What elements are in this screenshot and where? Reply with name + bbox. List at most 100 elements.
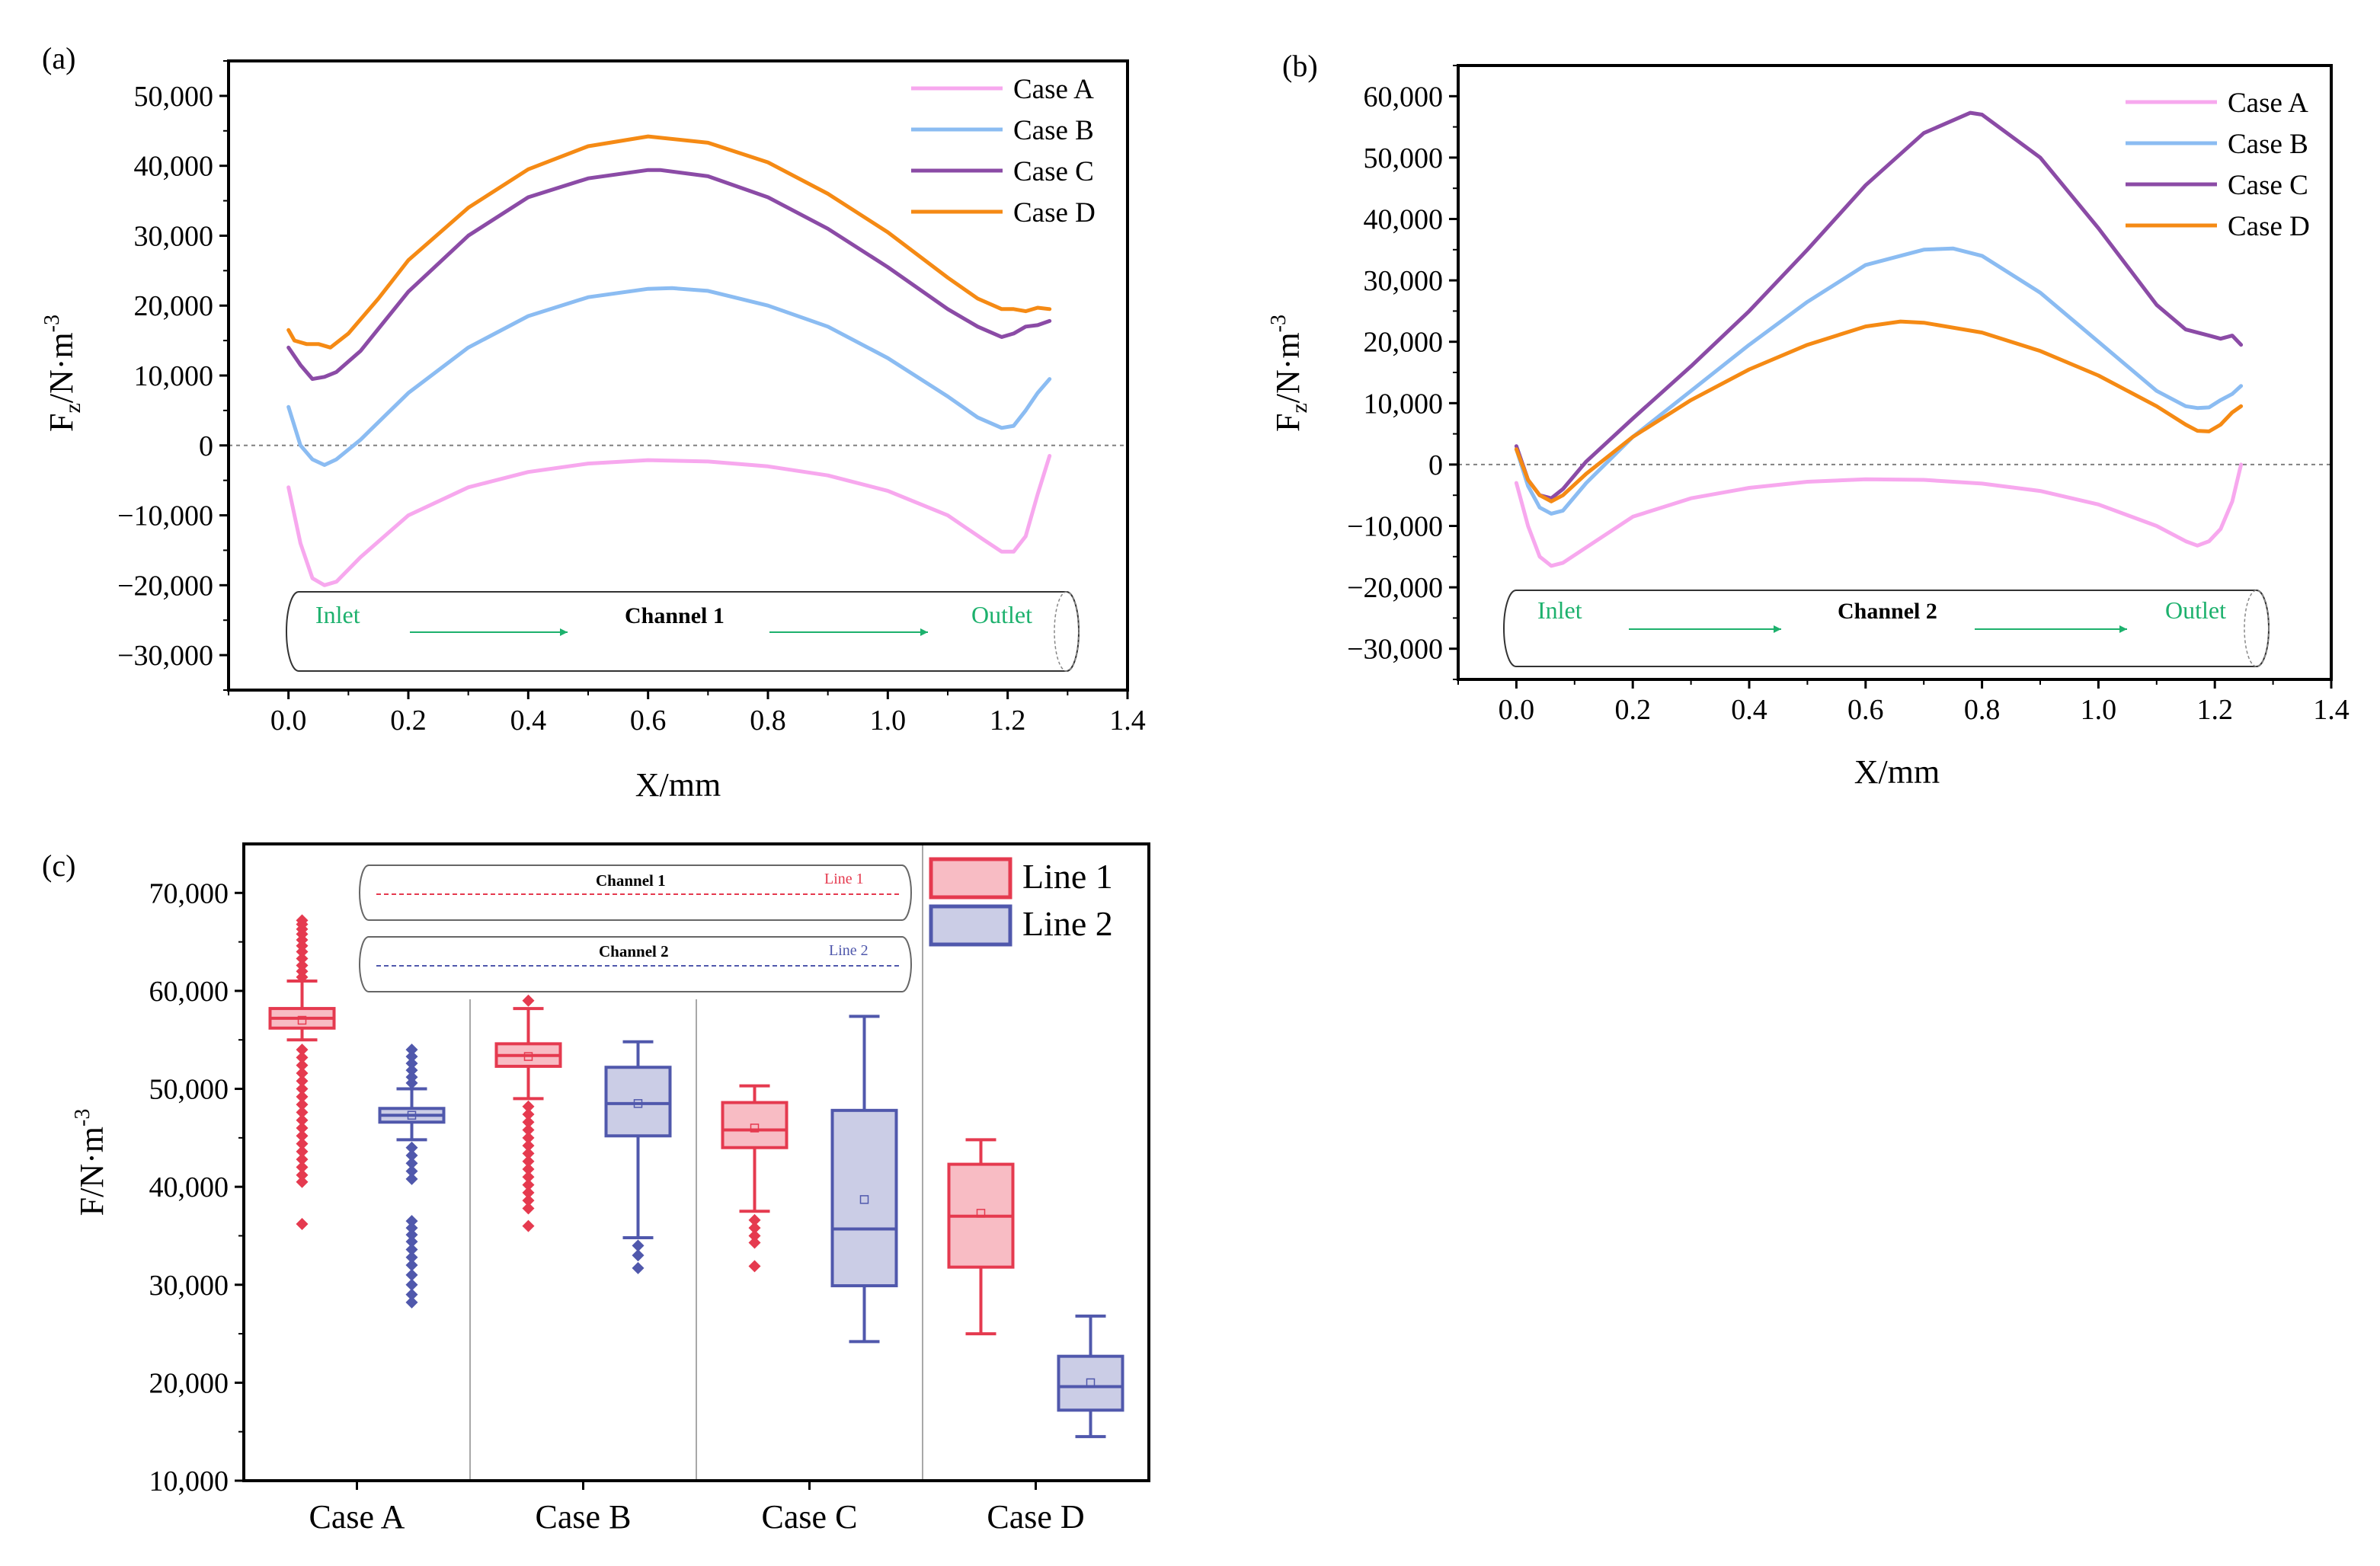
panel-c-axes: 10,000 20,000 30,000 40,000 50,000 60,000 70,0… xyxy=(149,877,1085,1536)
a-ylabel-sub: z xyxy=(60,403,85,413)
a-y-tick-label: 50,000 xyxy=(134,81,214,113)
outlier-point xyxy=(522,1147,535,1160)
a-x-tick-label: 0.4 xyxy=(510,705,547,737)
c-ylabel-sup: -3 xyxy=(71,1109,94,1127)
outlier-point xyxy=(405,1278,418,1291)
c-y-tick-label: 10,000 xyxy=(149,1465,229,1497)
a-y-tick-label: 40,000 xyxy=(134,151,214,183)
b-ylabel-main: F xyxy=(1269,414,1307,432)
outlier-point xyxy=(405,1222,418,1235)
box-line-1-case-c xyxy=(721,1084,789,1273)
b-y-tick-label: 40,000 xyxy=(1364,204,1444,236)
box-iqr xyxy=(1057,1354,1124,1412)
a-series-case-c xyxy=(286,168,1052,382)
outlier-point xyxy=(296,1153,309,1166)
outlier-point xyxy=(296,970,309,983)
a-x-tick-label: 0.8 xyxy=(750,705,786,737)
panel-c-frame xyxy=(242,842,1150,1482)
outlier-point xyxy=(296,1106,309,1119)
c-legend-swatch xyxy=(929,904,1012,947)
panel-c-letter: (c) xyxy=(42,849,75,883)
outlier-point xyxy=(296,1066,309,1079)
outlier-point xyxy=(405,1229,418,1242)
box-mean-marker xyxy=(976,1209,986,1218)
box-mean-marker xyxy=(1086,1378,1096,1388)
b-x-tick-label: 0.4 xyxy=(1731,694,1767,726)
outlier-point xyxy=(405,1149,418,1162)
panel-b-letter: (b) xyxy=(1282,49,1318,83)
box-line-1-case-a xyxy=(268,914,336,1231)
outlier-point xyxy=(522,1131,535,1144)
a-x-tick-label: 0.0 xyxy=(270,705,307,737)
outlier-point xyxy=(405,1141,418,1154)
b-series-case-b xyxy=(1514,246,2244,516)
outlier-point xyxy=(522,1194,535,1207)
outlier-point xyxy=(632,1239,645,1252)
a-legend-label: Case B xyxy=(1013,115,1094,146)
outlier-point xyxy=(522,1107,535,1120)
outlier-point xyxy=(405,1243,418,1256)
a-y-tick-label: 10,000 xyxy=(134,360,214,392)
outlier-point xyxy=(522,1178,535,1191)
a-y-tick-label: −30,000 xyxy=(117,640,213,672)
channel-2-tube-end xyxy=(2244,590,2270,667)
c-category-label: Case B xyxy=(536,1498,632,1536)
panel-c: (c) Channel 1 Line 1 Channel 2 Line 2 10… xyxy=(42,842,1150,1536)
outlier-point xyxy=(296,1137,309,1150)
box-iqr xyxy=(830,1108,898,1288)
outlier-point xyxy=(296,1114,309,1127)
outlier-point xyxy=(405,1043,418,1056)
panel-c-channel-1-tube xyxy=(359,864,912,921)
flow-arrowhead-right-b xyxy=(2119,625,2127,633)
outlier-point xyxy=(748,1229,761,1242)
b-x-tick-label: 0.2 xyxy=(1614,694,1651,726)
panel-a-legend: Case A Case B Case C Case D xyxy=(911,74,1096,229)
outlier-point xyxy=(405,1076,418,1089)
box-mean-marker xyxy=(407,1111,417,1120)
box-line-2-case-a xyxy=(378,1043,446,1309)
outlier-point xyxy=(405,1157,418,1170)
flow-arrowhead-left-b xyxy=(1774,625,1781,633)
box-mean-marker xyxy=(297,1015,307,1025)
b-x-tick-label: 0.8 xyxy=(1964,694,2001,726)
outlier-point xyxy=(748,1222,761,1235)
b-y-tick-label: 10,000 xyxy=(1364,388,1444,420)
outlier-point xyxy=(296,1130,309,1143)
panel-c-channel-schematics: Channel 1 Line 1 Channel 2 Line 2 xyxy=(359,864,912,992)
box-iqr xyxy=(721,1101,789,1149)
panel-c-channel-2-label: Channel 2 xyxy=(599,942,669,960)
b-series-case-a xyxy=(1514,462,2244,568)
outlier-point xyxy=(522,1155,535,1168)
outlier-point xyxy=(522,1139,535,1152)
panel-a-y-axis-title: Fz/N·m-3 xyxy=(40,315,85,432)
panel-a: (a) Inlet Outlet Channel 1 0.0 0.2 0.4 0.6 0… xyxy=(40,41,1146,804)
c-ylabel: F/N·m xyxy=(73,1127,110,1216)
a-series-case-d xyxy=(286,134,1052,350)
inlet-label-b: Inlet xyxy=(1537,596,1582,624)
outlet-label-b: Outlet xyxy=(2165,596,2226,624)
c-legend-label: Line 1 xyxy=(1022,857,1113,896)
c-y-tick-label: 50,000 xyxy=(149,1074,229,1106)
box-line-1-case-d xyxy=(947,1138,1015,1336)
box-mean-marker xyxy=(523,1052,533,1061)
a-x-tick-label: 1.4 xyxy=(1109,705,1146,737)
a-y-tick-label: 0 xyxy=(199,430,213,462)
b-ylabel-sup: -3 xyxy=(1267,315,1291,332)
channel-1-label: Channel 1 xyxy=(625,603,725,628)
a-legend-label: Case C xyxy=(1013,156,1094,187)
outlier-point xyxy=(405,1172,418,1185)
panel-b-axes: 0.0 0.2 0.4 0.6 0.8 1.0 1.2 1.4 −30,000 −20,000 −1… xyxy=(1347,65,2350,726)
b-x-tick-label: 0.0 xyxy=(1499,694,1535,726)
b-y-tick-label: −30,000 xyxy=(1347,634,1443,666)
a-ylabel-main: F xyxy=(43,414,80,432)
panel-a-x-axis-title: X/mm xyxy=(635,766,721,804)
outlier-point xyxy=(405,1288,418,1301)
a-x-tick-label: 0.2 xyxy=(390,705,427,737)
a-y-tick-label: −10,000 xyxy=(117,500,213,532)
panel-a-axes: 0.0 0.2 0.4 0.6 0.8 1.0 1.2 1.4 −30,000 −20,000 −1… xyxy=(117,60,1146,737)
b-legend-label: Case A xyxy=(2228,88,2308,119)
outlet-label: Outlet xyxy=(971,601,1032,628)
panel-b-x-axis-title: X/mm xyxy=(1854,753,1940,791)
outlier-point xyxy=(405,1215,418,1228)
c-y-tick-label: 70,000 xyxy=(149,877,229,909)
